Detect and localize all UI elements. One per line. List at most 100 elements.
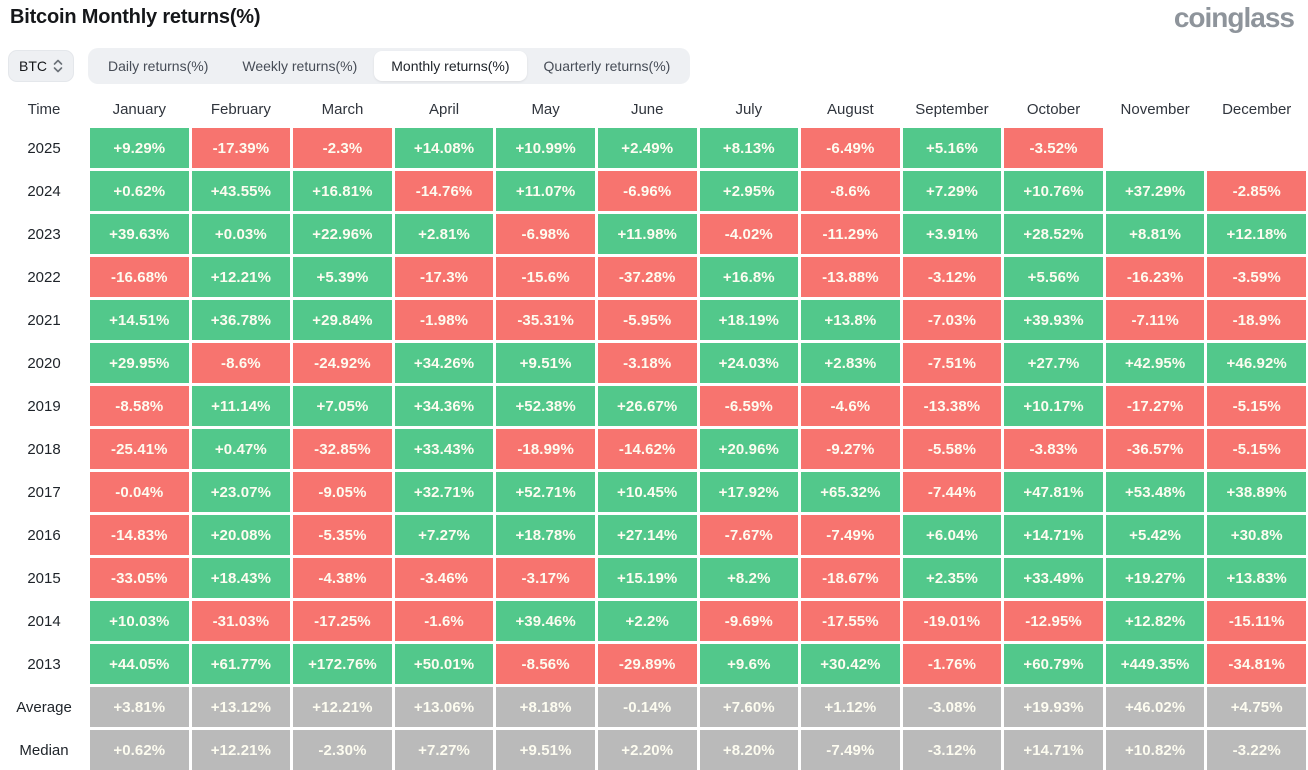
return-cell: -11.29%	[801, 214, 900, 254]
row-label: 2020	[27, 354, 61, 372]
return-cell: +0.62%	[90, 171, 189, 211]
return-cell: -12.95%	[1004, 601, 1103, 641]
return-cell: -13.38%	[902, 386, 1002, 426]
returns-table: Time January February March April May June July…	[1, 94, 1306, 770]
row-label: 2019	[27, 397, 61, 415]
return-cell: -18.9%	[1207, 300, 1306, 340]
return-cell: -3.52%	[1004, 128, 1103, 168]
return-cell: +36.78%	[191, 300, 291, 340]
return-cell: -8.6%	[801, 171, 900, 211]
return-cell: +26.67%	[597, 386, 697, 426]
column-header: September	[915, 101, 989, 118]
return-cell: -7.03%	[902, 300, 1002, 340]
return-cell: +34.26%	[394, 343, 494, 383]
return-cell: -7.51%	[902, 343, 1002, 383]
column-header: October	[1026, 101, 1081, 118]
return-cell: +52.71%	[496, 472, 595, 512]
row-label: 2015	[27, 569, 61, 587]
return-cell: -3.08%	[902, 687, 1002, 727]
return-cell: +12.21%	[191, 730, 291, 770]
return-cell: +5.42%	[1105, 515, 1205, 555]
return-cell: -17.3%	[394, 257, 494, 297]
return-cell: -7.49%	[801, 515, 900, 555]
tab-daily-returns[interactable]: Daily returns(%)	[91, 51, 225, 81]
return-cell: -16.68%	[90, 257, 189, 297]
return-cell: -19.01%	[902, 601, 1002, 641]
return-cell: +11.98%	[597, 214, 697, 254]
return-cell: +34.36%	[394, 386, 494, 426]
return-cell: +1.12%	[801, 687, 900, 727]
return-cell: -17.27%	[1105, 386, 1205, 426]
return-cell: +46.92%	[1207, 343, 1306, 383]
return-cell: -3.22%	[1207, 730, 1306, 770]
return-cell: +42.95%	[1105, 343, 1205, 383]
column-header: June	[630, 101, 664, 118]
return-cell: +12.21%	[293, 687, 392, 727]
return-cell: +43.55%	[191, 171, 291, 211]
return-cell: +18.78%	[496, 515, 595, 555]
tab-weekly-returns[interactable]: Weekly returns(%)	[225, 51, 374, 81]
return-cell: +11.07%	[496, 171, 595, 211]
return-cell: +16.81%	[293, 171, 392, 211]
symbol-select[interactable]: BTC	[8, 50, 74, 82]
return-cell: +30.8%	[1207, 515, 1306, 555]
return-cell: -6.96%	[597, 171, 697, 211]
row-label: 2024	[27, 182, 61, 200]
return-cell: +19.27%	[1105, 558, 1205, 598]
return-cell: +7.29%	[902, 171, 1002, 211]
return-cell: +53.48%	[1105, 472, 1205, 512]
return-cell: +28.52%	[1004, 214, 1103, 254]
return-cell: +61.77%	[191, 644, 291, 684]
return-cell: +24.03%	[699, 343, 799, 383]
return-cell: -24.92%	[293, 343, 392, 383]
row-label: 2023	[27, 225, 61, 243]
tab-monthly-returns[interactable]: Monthly returns(%)	[374, 51, 527, 81]
return-cell: -2.85%	[1207, 171, 1306, 211]
tabs: Daily returns(%) Weekly returns(%) Monthly…	[88, 48, 691, 84]
return-cell: +27.14%	[597, 515, 697, 555]
return-cell: +46.02%	[1105, 687, 1205, 727]
return-cell: +13.8%	[801, 300, 900, 340]
tab-quarterly-returns[interactable]: Quarterly returns(%)	[527, 51, 688, 81]
sort-arrows-icon	[53, 59, 63, 73]
return-cell: +39.46%	[496, 601, 595, 641]
return-cell: -3.12%	[902, 730, 1002, 770]
return-cell: +17.92%	[699, 472, 799, 512]
return-cell: +18.19%	[699, 300, 799, 340]
return-cell: +14.71%	[1004, 515, 1103, 555]
column-header: May	[531, 101, 560, 118]
column-header: February	[210, 101, 271, 118]
return-cell: -33.05%	[90, 558, 189, 598]
return-cell: -4.02%	[699, 214, 799, 254]
return-cell: +10.45%	[597, 472, 697, 512]
return-cell: -25.41%	[90, 429, 189, 469]
return-cell: -3.12%	[902, 257, 1002, 297]
return-cell: +29.95%	[90, 343, 189, 383]
return-cell: -17.55%	[801, 601, 900, 641]
row-label: 2017	[27, 483, 61, 501]
return-cell: -5.95%	[597, 300, 697, 340]
return-cell	[1207, 128, 1306, 168]
row-label: Average	[16, 698, 72, 716]
return-cell: -29.89%	[597, 644, 697, 684]
return-cell: -4.38%	[293, 558, 392, 598]
return-cell: +6.04%	[902, 515, 1002, 555]
return-cell: -1.6%	[394, 601, 494, 641]
return-cell: +9.51%	[496, 730, 595, 770]
return-cell: -2.30%	[293, 730, 392, 770]
return-cell: +10.17%	[1004, 386, 1103, 426]
column-header: July	[735, 101, 763, 118]
return-cell: -35.31%	[496, 300, 595, 340]
return-cell: +65.32%	[801, 472, 900, 512]
return-cell: +47.81%	[1004, 472, 1103, 512]
return-cell: +20.08%	[191, 515, 291, 555]
return-cell: +12.82%	[1105, 601, 1205, 641]
return-cell: -2.3%	[293, 128, 392, 168]
return-cell: -14.83%	[90, 515, 189, 555]
return-cell: +22.96%	[293, 214, 392, 254]
return-cell: +2.20%	[597, 730, 697, 770]
return-cell: +14.08%	[394, 128, 494, 168]
return-cell: +18.43%	[191, 558, 291, 598]
column-header: August	[827, 101, 874, 118]
return-cell: -17.39%	[191, 128, 291, 168]
